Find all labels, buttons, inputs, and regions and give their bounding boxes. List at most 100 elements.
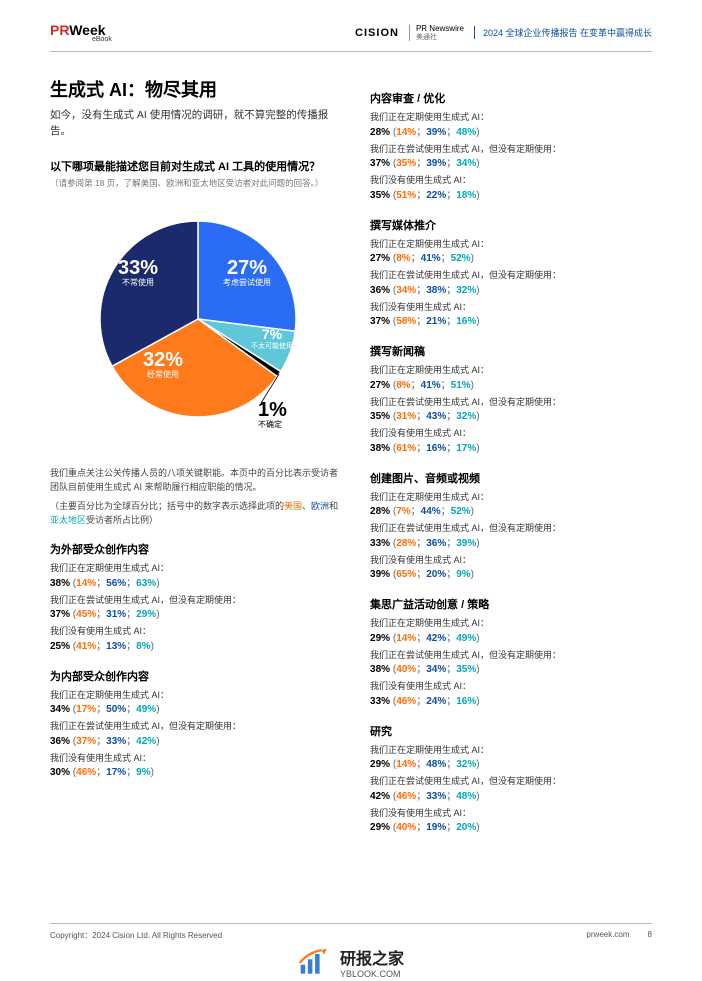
pie-label-frequent: 32% 经常使用 <box>143 349 183 380</box>
stat-item: 我们没有使用生成式 AI：38% (61%；16%；17%) <box>370 427 652 456</box>
newswire-logo: PR Newswire 美通社 <box>409 25 464 41</box>
stat-item: 我们正在尝试使用生成式 AI，但没有定期使用：35% (31%；43%；32%) <box>370 396 652 425</box>
pie-pct-3: 32% <box>143 349 183 371</box>
stat-item: 我们正在定期使用生成式 AI：29% (14%；48%；32%) <box>370 744 652 773</box>
pie-txt-ext: 不确定 <box>258 421 287 430</box>
stat-label: 我们正在尝试使用生成式 AI，但没有定期使用： <box>370 775 652 789</box>
explain2-sep1: 、 <box>302 501 311 511</box>
section-title: 撰写新闻稿 <box>370 343 652 359</box>
page-header: PRWeek eBook CISION PR Newswire 美通社 2024… <box>0 0 702 51</box>
section-title: 集思广益活动创意 / 策略 <box>370 596 652 612</box>
explain-1: 我们重点关注公关传播人员的八项关键职能。本页中的百分比表示受访者团队目前使用生成… <box>50 467 346 494</box>
footer-copyright: Copyright：2024 Cision Ltd. All Rights Re… <box>50 930 222 941</box>
stat-label: 我们正在尝试使用生成式 AI，但没有定期使用： <box>50 594 346 608</box>
prweek-logo: PRWeek eBook <box>50 22 112 43</box>
stat-label: 我们正在尝试使用生成式 AI，但没有定期使用： <box>370 522 652 536</box>
stat-values: 25% (41%；13%；8%) <box>50 639 346 654</box>
stat-item: 我们没有使用生成式 AI：25% (41%；13%；8%) <box>50 625 346 654</box>
stat-values: 34% (17%；50%；49%) <box>50 702 346 717</box>
stat-item: 我们正在定期使用生成式 AI：38% (14%；56%；63%) <box>50 562 346 591</box>
stat-values: 35% (31%；43%；32%) <box>370 409 652 424</box>
explain2-apac: 亚太地区 <box>50 515 86 525</box>
stat-item: 我们没有使用生成式 AI：39% (65%；20%；9%) <box>370 554 652 583</box>
stat-item: 我们正在定期使用生成式 AI：27% (8%；41%；51%) <box>370 364 652 393</box>
watermark-main: 研报之家 <box>340 945 404 969</box>
stat-label: 我们正在尝试使用生成式 AI，但没有定期使用： <box>370 143 652 157</box>
stat-values: 36% (37%；33%；42%) <box>50 734 346 749</box>
watermark-icon <box>298 948 334 976</box>
pie-pct-ext: 1% <box>258 399 287 421</box>
pie-txt-3: 经常使用 <box>143 371 183 380</box>
stat-item: 我们没有使用生成式 AI：30% (46%；17%；9%) <box>50 752 346 781</box>
watermark-sub: YBLOOK.COM <box>340 969 404 979</box>
stat-label: 我们正在尝试使用生成式 AI，但没有定期使用： <box>370 649 652 663</box>
stat-item: 我们正在定期使用生成式 AI：28% (14%；39%；48%) <box>370 111 652 140</box>
stat-label: 我们没有使用生成式 AI： <box>370 174 652 188</box>
pie-txt-1: 不太可能使用 <box>251 343 293 351</box>
watermark: 研报之家 YBLOOK.COM <box>298 945 404 979</box>
page-subtitle: 如今，没有生成式 AI 使用情况的调研，就不算完整的传播报告。 <box>50 108 346 140</box>
pie-chart: 27% 考虑尝试使用 7% 不太可能使用 1% 不确定 32% 经常使用 33%… <box>73 199 323 449</box>
stat-values: 37% (35%；39%；34%) <box>370 156 652 171</box>
stat-values: 36% (34%；38%；32%) <box>370 283 652 298</box>
section-title: 撰写媒体推介 <box>370 217 652 233</box>
stat-values: 38% (40%；34%；35%) <box>370 662 652 677</box>
pie-txt-0: 考虑尝试使用 <box>223 279 271 288</box>
logo-ebook: eBook <box>92 36 112 43</box>
stat-item: 我们正在尝试使用生成式 AI，但没有定期使用：38% (40%；34%；35%) <box>370 649 652 678</box>
stat-values: 38% (14%；56%；63%) <box>50 576 346 591</box>
pie-pct-1: 7% <box>251 327 293 342</box>
header-tagline: 2024 全球企业传播报告 在变革中赢得成长 <box>474 26 652 39</box>
pie-label-infrequent: 33% 不常使用 <box>118 257 158 288</box>
stat-label: 我们正在定期使用生成式 AI： <box>370 111 652 125</box>
explain2-pre: （主要百分比为全球百分比；括号中的数字表示选择此项的 <box>50 501 284 511</box>
stat-label: 我们正在定期使用生成式 AI： <box>370 491 652 505</box>
stat-label: 我们正在尝试使用生成式 AI，但没有定期使用： <box>370 269 652 283</box>
stat-item: 我们正在尝试使用生成式 AI，但没有定期使用：36% (34%；38%；32%) <box>370 269 652 298</box>
stat-label: 我们没有使用生成式 AI： <box>50 752 346 766</box>
footer-page: 8 <box>648 930 652 941</box>
cision-logo: CISION <box>355 27 399 39</box>
stat-values: 38% (61%；16%；17%) <box>370 441 652 456</box>
stat-label: 我们正在定期使用生成式 AI： <box>370 744 652 758</box>
logo-pr: PR <box>50 22 69 38</box>
watermark-text: 研报之家 YBLOOK.COM <box>340 945 404 979</box>
stat-item: 我们正在定期使用生成式 AI：34% (17%；50%；49%) <box>50 689 346 718</box>
page-footer: Copyright：2024 Cision Ltd. All Rights Re… <box>50 923 652 941</box>
stat-values: 28% (14%；39%；48%) <box>370 125 652 140</box>
section-title: 内容审查 / 优化 <box>370 90 652 106</box>
stat-values: 29% (14%；48%；32%) <box>370 757 652 772</box>
stat-label: 我们没有使用生成式 AI： <box>370 680 652 694</box>
stat-label: 我们正在定期使用生成式 AI： <box>50 562 346 576</box>
pie-txt-4: 不常使用 <box>118 279 158 288</box>
stat-values: 37% (58%；21%；16%) <box>370 314 652 329</box>
stat-item: 我们正在定期使用生成式 AI：27% (8%；41%；52%) <box>370 238 652 267</box>
stat-label: 我们正在尝试使用生成式 AI，但没有定期使用： <box>370 396 652 410</box>
pie-label-unlikely: 7% 不太可能使用 <box>251 327 293 350</box>
content: 生成式 AI：物尽其用 如今，没有生成式 AI 使用情况的调研，就不算完整的传播… <box>0 52 702 848</box>
stat-item: 我们正在尝试使用生成式 AI，但没有定期使用：37% (45%；31%；29%) <box>50 594 346 623</box>
stat-values: 39% (65%；20%；9%) <box>370 567 652 582</box>
page-title: 生成式 AI：物尽其用 <box>50 76 346 102</box>
section-title: 为外部受众创作内容 <box>50 541 346 557</box>
survey-question: 以下哪项最能描述您目前对生成式 AI 工具的使用情况？ <box>50 158 346 174</box>
explain-2: （主要百分比为全球百分比；括号中的数字表示选择此项的美国、欧洲和亚太地区受访者所… <box>50 500 346 527</box>
stat-values: 27% (8%；41%；52%) <box>370 251 652 266</box>
explain2-us: 美国 <box>284 501 302 511</box>
stat-label: 我们没有使用生成式 AI： <box>370 427 652 441</box>
stat-values: 35% (51%；22%；18%) <box>370 188 652 203</box>
stat-label: 我们没有使用生成式 AI： <box>370 554 652 568</box>
stat-values: 33% (46%；24%；16%) <box>370 694 652 709</box>
stat-item: 我们正在定期使用生成式 AI：28% (7%；44%；52%) <box>370 491 652 520</box>
sections-left: 为外部受众创作内容我们正在定期使用生成式 AI：38% (14%；56%；63%… <box>50 541 346 780</box>
stat-values: 29% (40%；19%；20%) <box>370 820 652 835</box>
section-title: 创建图片、音频或视频 <box>370 470 652 486</box>
stat-label: 我们正在定期使用生成式 AI： <box>370 364 652 378</box>
stat-item: 我们没有使用生成式 AI：33% (46%；24%；16%) <box>370 680 652 709</box>
stat-values: 30% (46%；17%；9%) <box>50 765 346 780</box>
stat-label: 我们没有使用生成式 AI： <box>370 301 652 315</box>
stat-item: 我们没有使用生成式 AI：29% (40%；19%；20%) <box>370 807 652 836</box>
stat-item: 我们正在尝试使用生成式 AI，但没有定期使用：33% (28%；36%；39%) <box>370 522 652 551</box>
stat-values: 29% (14%；42%；49%) <box>370 631 652 646</box>
newswire-en: PR Newswire <box>416 24 464 33</box>
